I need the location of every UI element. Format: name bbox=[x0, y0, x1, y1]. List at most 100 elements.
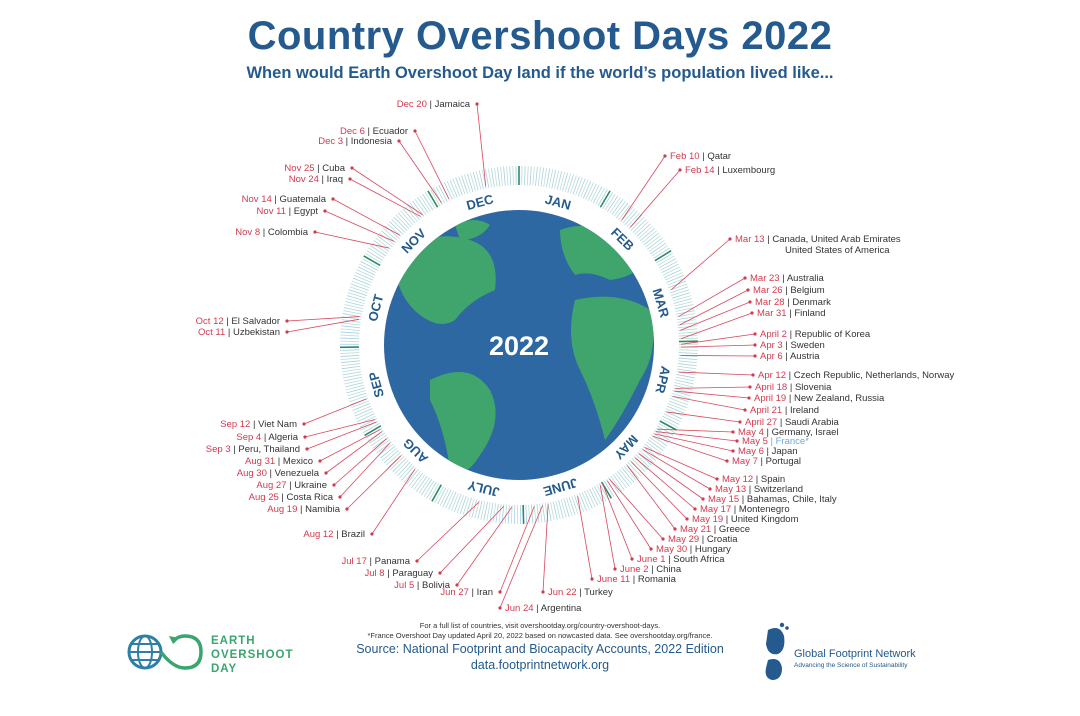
country-label: April 21 | Ireland bbox=[750, 405, 819, 416]
day-tick bbox=[575, 177, 583, 196]
day-tick bbox=[354, 408, 373, 417]
day-tick bbox=[619, 469, 632, 485]
leader-line bbox=[652, 435, 728, 462]
day-tick bbox=[559, 171, 566, 191]
leader-dot bbox=[748, 385, 752, 389]
day-tick bbox=[663, 413, 681, 423]
day-tick bbox=[424, 192, 436, 209]
day-tick bbox=[466, 173, 474, 192]
day-tick bbox=[659, 420, 677, 431]
overshoot-date: Aug 12 bbox=[303, 529, 333, 540]
leader-line bbox=[286, 316, 360, 322]
country-label: Dec 3 | Indonesia bbox=[318, 136, 392, 147]
day-tick bbox=[678, 325, 698, 329]
source-url[interactable]: data.footprintnetwork.org bbox=[470, 658, 610, 672]
overshoot-date: Mar 13 bbox=[735, 234, 765, 245]
day-tick bbox=[421, 478, 433, 496]
day-tick bbox=[346, 387, 365, 394]
leader-line bbox=[319, 428, 381, 462]
day-tick bbox=[345, 384, 365, 391]
day-tick bbox=[428, 483, 440, 501]
day-tick bbox=[622, 208, 636, 224]
day-tick bbox=[349, 395, 368, 403]
overshoot-date: June 1 bbox=[637, 554, 666, 565]
country-label: Apr 3 | Sweden bbox=[760, 340, 825, 351]
month-label-july: JULY bbox=[466, 478, 501, 500]
leader-line bbox=[670, 238, 731, 290]
country-label: Nov 14 | Guatemala bbox=[242, 194, 327, 205]
day-tick bbox=[666, 274, 685, 284]
overshoot-date: April 19 bbox=[754, 393, 786, 404]
country-name: Greece bbox=[719, 524, 750, 535]
overshoot-date: May 6 bbox=[738, 446, 764, 457]
day-tick bbox=[673, 298, 692, 304]
day-tick bbox=[347, 292, 367, 299]
day-tick bbox=[343, 376, 363, 382]
overshoot-date: Apr 3 bbox=[760, 340, 783, 351]
day-tick bbox=[656, 252, 673, 264]
day-tick bbox=[623, 465, 637, 481]
overshoot-date: Jun 22 bbox=[548, 587, 577, 598]
day-tick bbox=[677, 368, 697, 373]
day-tick bbox=[674, 382, 694, 388]
overshoot-date: Feb 10 bbox=[670, 151, 700, 162]
day-tick bbox=[598, 483, 610, 501]
separator: | bbox=[723, 514, 731, 525]
leader-line bbox=[333, 438, 387, 486]
day-tick bbox=[567, 174, 574, 193]
footer: For a full list of countries, visit over… bbox=[300, 621, 780, 673]
day-tick bbox=[533, 504, 537, 524]
leader-dot bbox=[753, 332, 757, 336]
day-tick bbox=[500, 166, 503, 186]
day-tick bbox=[351, 280, 370, 289]
day-tick bbox=[631, 458, 646, 473]
day-tick bbox=[461, 175, 468, 194]
separator: | bbox=[715, 165, 723, 176]
overshoot-date: Mar 26 bbox=[753, 285, 783, 296]
country-label: Jun 22 | Turkey bbox=[548, 587, 613, 598]
country-name: Brazil bbox=[341, 529, 365, 540]
overshoot-date: Jul 5 bbox=[394, 580, 414, 591]
leader-dot bbox=[661, 537, 665, 541]
day-tick bbox=[352, 277, 371, 286]
day-tick bbox=[678, 352, 698, 354]
separator: | bbox=[783, 285, 791, 296]
day-tick bbox=[524, 166, 526, 186]
day-tick bbox=[443, 182, 453, 200]
day-tick bbox=[650, 242, 667, 255]
country-name: Costa Rica bbox=[287, 492, 334, 503]
day-tick bbox=[641, 230, 657, 244]
day-tick bbox=[660, 418, 679, 428]
day-tick bbox=[478, 170, 484, 190]
leader-line bbox=[577, 495, 593, 580]
day-tick bbox=[512, 166, 514, 186]
day-tick bbox=[351, 400, 370, 408]
day-tick bbox=[668, 400, 687, 408]
day-tick bbox=[390, 456, 405, 470]
overshoot-date: Aug 27 bbox=[256, 480, 286, 491]
global-footprint-network-logo: Global Footprint Network Advancing the S… bbox=[760, 620, 960, 685]
country-name: Jamaica bbox=[435, 99, 471, 110]
country-label: Jul 8 | Paraguay bbox=[365, 568, 434, 579]
day-tick bbox=[380, 445, 396, 459]
separator: | bbox=[231, 444, 239, 455]
separator: | bbox=[287, 480, 295, 491]
separator: | bbox=[225, 327, 233, 338]
country-name: Australia bbox=[787, 273, 825, 284]
country-label: Nov 11 | Egypt bbox=[257, 206, 319, 217]
day-tick bbox=[529, 166, 532, 186]
day-tick bbox=[366, 250, 384, 262]
separator: | bbox=[630, 574, 638, 585]
day-tick bbox=[465, 497, 472, 517]
gfn-tagline: Advancing the Science of Sustainability bbox=[794, 662, 908, 669]
overshoot-date: Nov 8 bbox=[235, 227, 260, 238]
country-label: Aug 30 | Venezuela bbox=[237, 468, 320, 479]
day-tick bbox=[571, 495, 579, 515]
day-tick bbox=[422, 193, 434, 211]
overshoot-date: Oct 12 bbox=[196, 316, 224, 327]
footnote-france: *France Overshoot Day updated April 20, … bbox=[367, 631, 713, 640]
country-label: May 15 | Bahamas, Chile, Italy bbox=[708, 494, 837, 505]
separator: | bbox=[768, 436, 776, 447]
leader-dot bbox=[415, 559, 419, 563]
page-title: Country Overshoot Days 2022 bbox=[247, 14, 833, 58]
